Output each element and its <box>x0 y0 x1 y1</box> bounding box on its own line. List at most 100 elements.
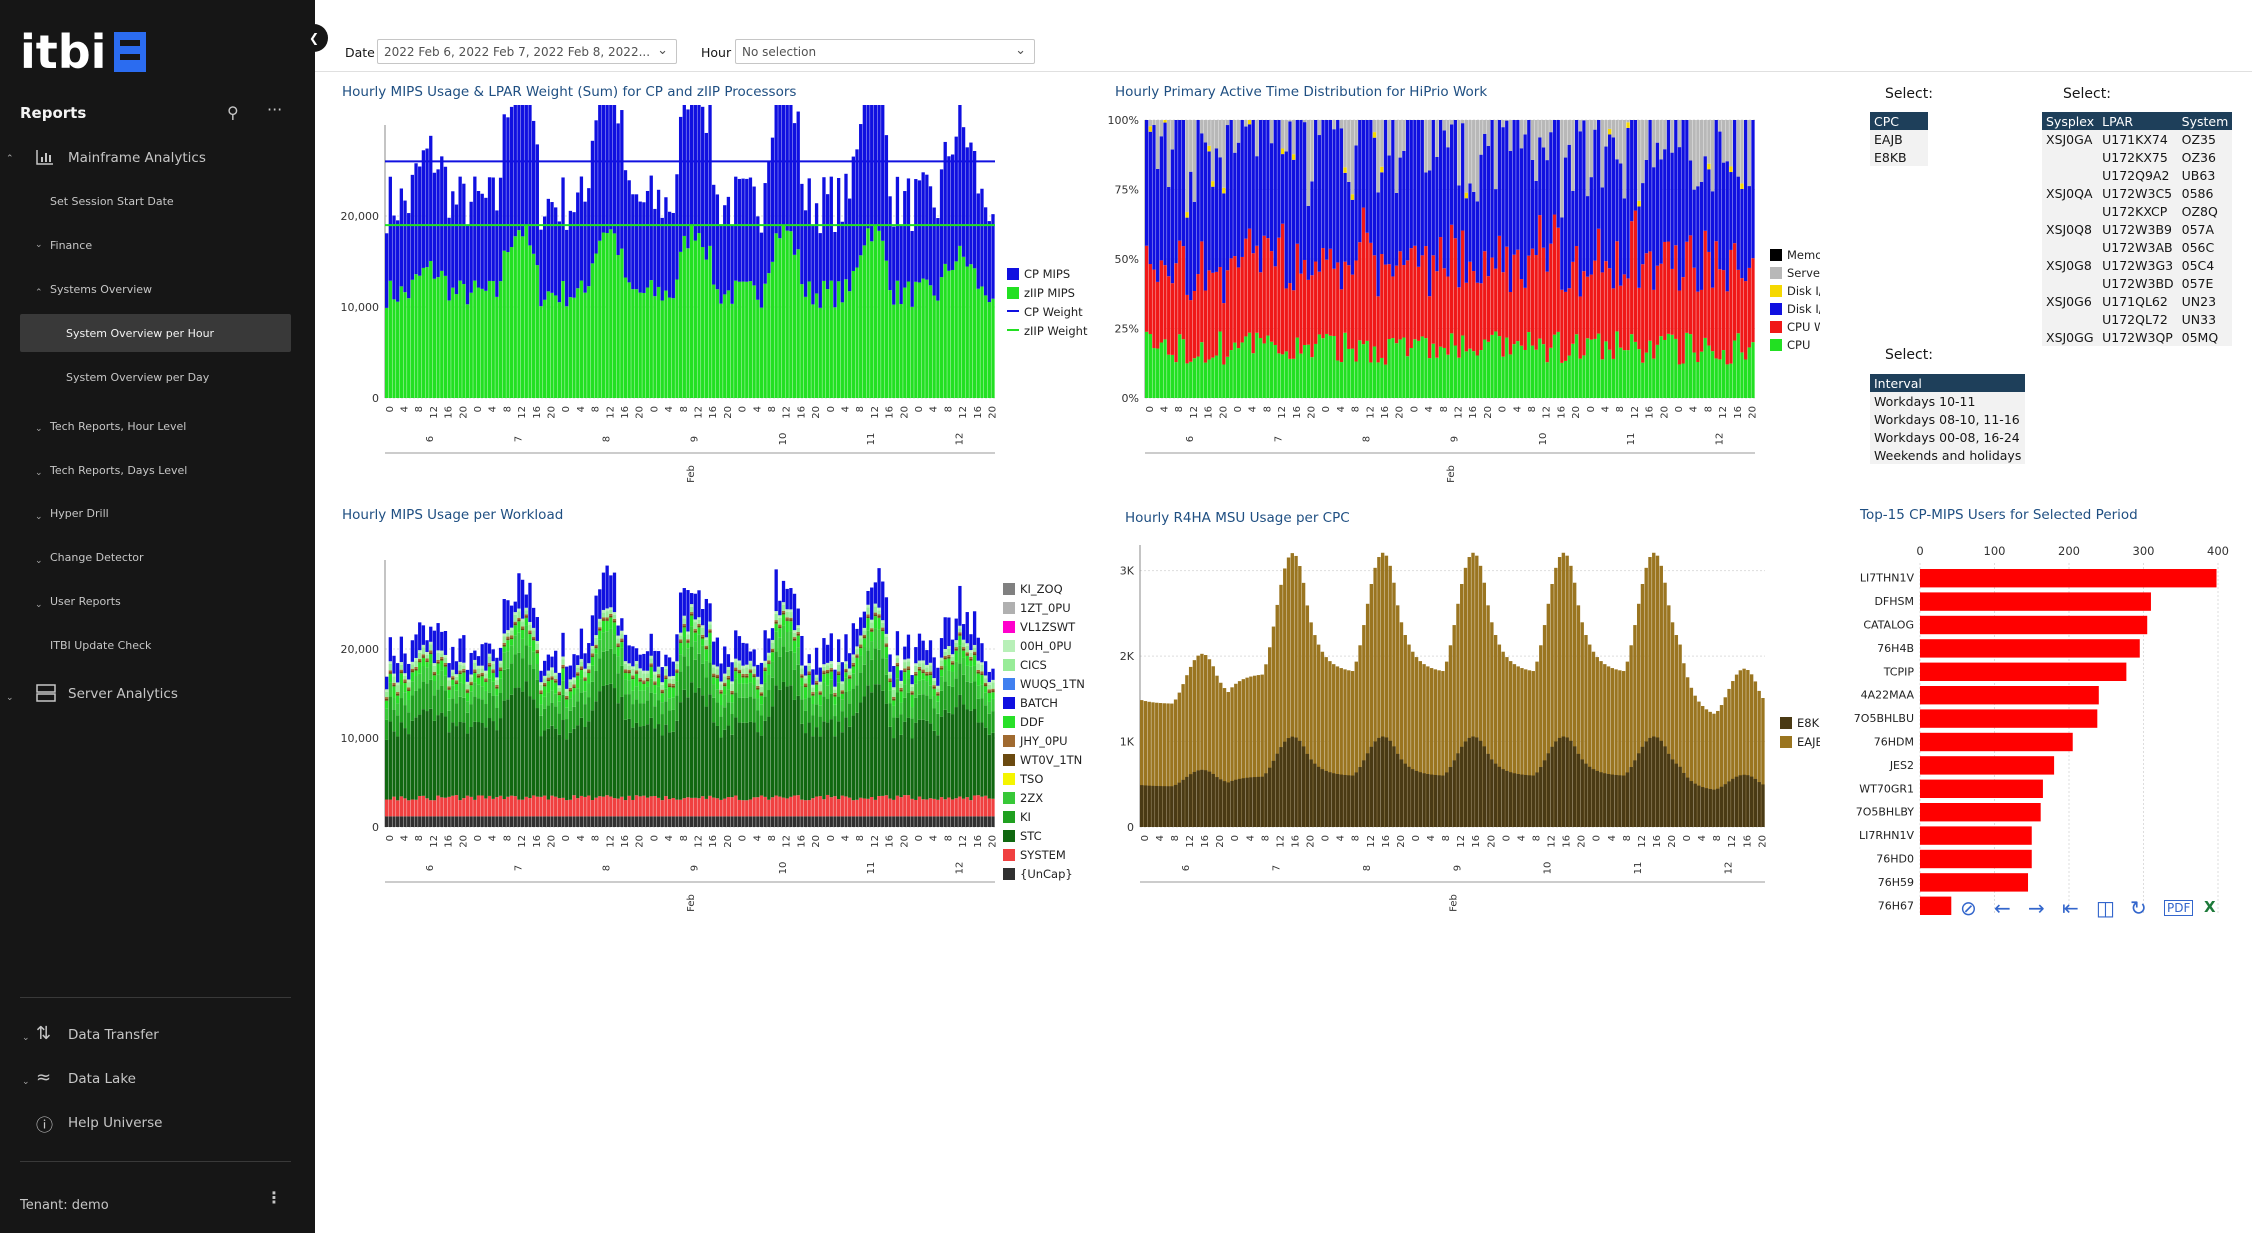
table-row[interactable]: U172KX75 OZ36 <box>2042 148 2233 166</box>
bar-segment <box>1420 255 1424 337</box>
hour-select[interactable]: No selection ⌄ <box>735 39 1035 64</box>
undo-arrow-icon[interactable]: ← <box>1994 896 2011 920</box>
date-select[interactable]: 2022 Feb 6, 2022 Feb 7, 2022 Feb 8, 2022… <box>377 39 677 64</box>
bar-eajb <box>1456 603 1460 827</box>
bar-segment <box>576 665 580 668</box>
nav-help-universe[interactable]: Help Universe <box>68 1115 163 1131</box>
nav-user-reports[interactable]: User Reports <box>50 595 121 608</box>
collapse-sidebar-button[interactable]: ❮ <box>300 24 328 52</box>
bar-segment <box>877 796 881 817</box>
nav-data-lake[interactable]: Data Lake <box>68 1071 136 1087</box>
nav-set-session-start-date[interactable]: Set Session Start Date <box>50 195 174 208</box>
table-row[interactable]: XSJ0QA U172W3C5 0586 <box>2042 184 2233 202</box>
bar-eajb <box>1761 698 1765 827</box>
chevron-up-icon[interactable]: ⌃ <box>6 154 14 164</box>
bar-segment <box>1652 167 1656 290</box>
nav-change-detector[interactable]: Change Detector <box>50 551 144 564</box>
bar-segment <box>1721 350 1726 398</box>
nav-mainframe-analytics[interactable]: Mainframe Analytics <box>68 150 206 166</box>
cpc-selector-table[interactable]: CPC EAJB E8KB <box>1870 112 1928 166</box>
bar-segment <box>708 624 712 630</box>
nav-data-transfer[interactable]: Data Transfer <box>68 1027 159 1043</box>
chevron-down-icon[interactable]: ⌄ <box>35 424 43 434</box>
table-row[interactable]: Workdays 00-08, 16-24 <box>1870 428 2026 446</box>
chevron-up-icon[interactable]: ⌃ <box>35 288 43 298</box>
table-row[interactable]: U172KXCP OZ8Q <box>2042 202 2233 220</box>
nav-tech-reports-days[interactable]: Tech Reports, Days Level <box>50 464 188 477</box>
table-row[interactable]: U172W3AB 056C <box>2042 238 2233 256</box>
chevron-down-icon[interactable]: ⌄ <box>35 556 43 566</box>
nav-systems-overview[interactable]: Systems Overview <box>50 283 153 296</box>
bar-segment <box>1710 287 1715 352</box>
table-row[interactable]: XSJ0GG U172W3QP 05MQ <box>2042 328 2233 346</box>
table-row[interactable]: XSJ0G8 U172W3G3 05C4 <box>2042 256 2233 274</box>
table-row[interactable]: XSJ0GA U171KX74 OZ35 <box>2042 130 2233 148</box>
bar-segment <box>965 816 969 827</box>
chart-top15[interactable]: 0 100 200 300 400LI7THN1VDFHSMCATALOG76H4BTC… <box>1840 535 2250 915</box>
bar-segment <box>836 696 841 722</box>
chevron-down-icon[interactable]: ⌄ <box>35 600 43 610</box>
bar-segment <box>836 799 841 817</box>
pdf-export-icon[interactable]: PDF <box>2164 900 2194 916</box>
bar-segment <box>502 669 506 701</box>
table-row[interactable]: Weekends and holidays <box>1870 446 2026 464</box>
bar-segment <box>814 704 819 728</box>
bar-segment <box>734 658 738 662</box>
clear-selection-icon[interactable]: ⊘ <box>1960 896 1977 920</box>
table-row[interactable]: Workdays 08-10, 11-16 <box>1870 410 2026 428</box>
bar-segment <box>873 816 878 827</box>
bar-segment <box>491 671 495 673</box>
more-icon[interactable]: ··· <box>267 100 283 119</box>
nav-system-overview-per-hour[interactable]: System Overview per Hour <box>66 327 215 340</box>
table-row[interactable]: U172Q9A2 UB63 <box>2042 166 2233 184</box>
nav-hyper-drill[interactable]: Hyper Drill <box>50 507 109 520</box>
excel-export-icon[interactable]: X <box>2204 898 2216 916</box>
legend-label: JHY_0PU <box>1019 734 1067 748</box>
chevron-down-icon[interactable]: ⌄ <box>35 512 43 522</box>
bar-eajb <box>1486 605 1490 827</box>
bar-segment <box>1659 159 1663 264</box>
table-row[interactable]: U172W3BD 057E <box>2042 274 2233 292</box>
bar-segment <box>1446 120 1450 148</box>
interval-selector-table[interactable]: Interval Workdays 10-11 Workdays 08-10, … <box>1870 374 2026 464</box>
chevron-down-icon[interactable]: ⌄ <box>22 1033 30 1043</box>
nav-system-overview-per-day[interactable]: System Overview per Day <box>66 371 210 384</box>
chevron-down-icon[interactable]: ⌄ <box>6 693 14 703</box>
bar-eajb <box>1614 669 1618 827</box>
bar-segment <box>881 690 885 796</box>
legend-label: BATCH <box>1020 696 1058 710</box>
table-row[interactable]: XSJ0G6 U171QL62 UN23 <box>2042 292 2233 310</box>
table-row[interactable]: E8KB <box>1870 148 1928 166</box>
refresh-icon[interactable]: ↻ <box>2130 896 2147 920</box>
legend-label: KI <box>1020 810 1031 824</box>
nav-tech-reports-hour[interactable]: Tech Reports, Hour Level <box>50 420 187 433</box>
lpar-selector-table[interactable]: Sysplex LPAR System XSJ0GA U171KX74 OZ35 U1… <box>2042 112 2233 346</box>
bar-segment <box>1659 263 1663 337</box>
nav-finance[interactable]: Finance <box>50 239 93 252</box>
document-icon[interactable]: ◫ <box>2096 896 2115 920</box>
redo-arrow-icon[interactable]: → <box>2028 896 2045 920</box>
table-row[interactable]: Workdays 10-11 <box>1870 392 2026 410</box>
bar-segment <box>664 679 668 689</box>
bar-segment <box>1365 232 1369 341</box>
bar-segment <box>693 593 697 620</box>
overflow-menu-icon[interactable]: ⋮ <box>266 1188 282 1207</box>
search-icon[interactable]: ⚲ <box>227 103 239 122</box>
bar-segment <box>1317 135 1322 272</box>
bar-segment <box>1574 120 1579 247</box>
chevron-down-icon[interactable]: ⌄ <box>35 468 43 478</box>
bar-segment <box>1541 247 1546 345</box>
table-row[interactable]: EAJB <box>1870 130 1928 148</box>
nav-server-analytics[interactable]: Server Analytics <box>68 686 178 702</box>
chevron-down-icon[interactable]: ⌄ <box>35 240 43 250</box>
table-row[interactable]: U172QL72 UN33 <box>2042 310 2233 328</box>
chevron-down-icon[interactable]: ⌄ <box>22 1077 30 1087</box>
back-page-icon[interactable]: ⇤ <box>2062 896 2079 920</box>
nav-itbi-update-check[interactable]: ITBI Update Check <box>50 639 152 652</box>
bar-segment <box>936 667 940 686</box>
table-row[interactable]: XSJ0Q8 U172W3B9 057A <box>2042 220 2233 238</box>
